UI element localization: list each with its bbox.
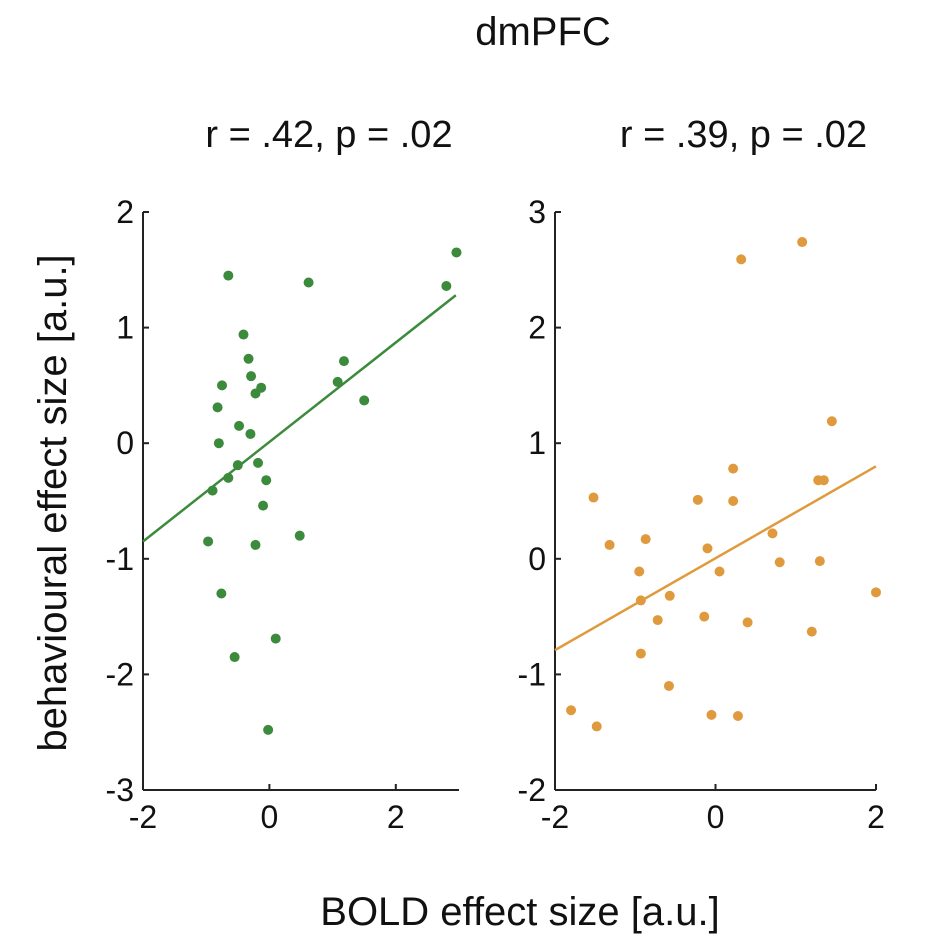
p0-y-tick-label: -2 bbox=[106, 656, 134, 692]
p0-panel-title: r = .42, p = .02 bbox=[205, 114, 452, 156]
p1-data-point bbox=[736, 254, 747, 265]
p1-data-point bbox=[635, 648, 646, 659]
p1-y-tick-label: 1 bbox=[528, 425, 546, 461]
p0-regression-line bbox=[142, 294, 457, 543]
p0-data-point bbox=[338, 356, 349, 367]
p0-x-tick-label: 2 bbox=[387, 799, 405, 835]
p0-data-point bbox=[261, 475, 272, 486]
p1-data-point bbox=[814, 556, 825, 567]
p0-data-point bbox=[238, 329, 249, 340]
p0-data-point bbox=[294, 530, 305, 541]
right-scatter-panel: r = .39, p = .02 -2 -1 0 1 2 3 -2 0 2 bbox=[518, 114, 885, 835]
p1-y-tick-label: -1 bbox=[518, 656, 546, 692]
p0-data-point bbox=[332, 376, 343, 387]
p1-data-point bbox=[604, 539, 615, 550]
p0-data-point bbox=[246, 371, 257, 382]
p0-data-point bbox=[234, 420, 245, 431]
p0-data-point bbox=[232, 460, 243, 471]
p0-x-tick-label: -2 bbox=[129, 799, 157, 835]
p1-x-tick-label: -2 bbox=[541, 799, 569, 835]
p1-data-point bbox=[732, 711, 743, 722]
p0-data-point bbox=[223, 270, 234, 281]
x-axis-label: BOLD effect size [a.u.] bbox=[320, 890, 719, 934]
p0-data-point bbox=[223, 472, 234, 483]
p0-data-point bbox=[213, 438, 224, 449]
p1-panel-title: r = .39, p = .02 bbox=[620, 114, 867, 156]
p1-data-point bbox=[664, 590, 675, 601]
p1-data-point bbox=[767, 528, 778, 539]
p0-data-point bbox=[245, 428, 256, 439]
p1-y-tick-label: 0 bbox=[528, 541, 546, 577]
p1-data-point bbox=[797, 237, 808, 248]
p1-x-tick-label: 2 bbox=[867, 799, 885, 835]
p0-data-point bbox=[229, 652, 240, 663]
p0-data-point bbox=[250, 539, 261, 550]
p1-data-point bbox=[702, 543, 713, 554]
p1-data-point bbox=[588, 492, 599, 503]
p0-data-point bbox=[263, 724, 274, 735]
p1-y-tick-label: 3 bbox=[528, 194, 546, 230]
p1-regression-line bbox=[554, 465, 877, 652]
p1-data-point bbox=[826, 416, 837, 427]
p1-data-point bbox=[871, 587, 881, 598]
p0-y-tick-label: 1 bbox=[116, 310, 134, 346]
p1-data-point bbox=[591, 721, 602, 732]
p0-data-point bbox=[441, 280, 452, 291]
p1-x-tick-label: 0 bbox=[707, 799, 725, 835]
p1-data-point bbox=[818, 475, 829, 486]
p1-data-point bbox=[634, 566, 645, 577]
p0-x-tick-label: 0 bbox=[261, 799, 279, 835]
p1-data-point bbox=[806, 626, 817, 637]
p0-data-point bbox=[270, 633, 281, 644]
p1-data-point bbox=[714, 566, 725, 577]
p1-y-tick-label: -2 bbox=[518, 772, 546, 808]
p1-data-point bbox=[699, 611, 710, 622]
p1-data-point bbox=[640, 534, 651, 545]
p0-data-point bbox=[256, 382, 267, 393]
figure-title: dmPFC bbox=[475, 10, 611, 54]
p1-data-point bbox=[742, 617, 753, 628]
p0-data-point bbox=[216, 588, 227, 599]
p1-y-tick-label: 2 bbox=[528, 310, 546, 346]
p0-data-point bbox=[451, 247, 462, 258]
p0-y-tick-label: 0 bbox=[116, 425, 134, 461]
p1-data-point bbox=[728, 496, 739, 506]
p1-data-point bbox=[663, 680, 674, 691]
p0-y-tick-label: -1 bbox=[106, 541, 134, 577]
p0-data-point bbox=[243, 353, 254, 364]
p0-data-point bbox=[359, 395, 370, 406]
p0-data-point bbox=[207, 485, 218, 496]
p1-data-point bbox=[774, 557, 785, 568]
p1-data-point bbox=[728, 463, 739, 474]
p0-y-tick-label: -3 bbox=[106, 772, 134, 808]
p0-data-point bbox=[258, 500, 269, 511]
p0-data-point bbox=[253, 457, 264, 468]
p0-data-point bbox=[303, 277, 314, 288]
p1-data-point bbox=[706, 709, 717, 720]
p1-data-point bbox=[635, 595, 646, 606]
p0-y-tick-label: 2 bbox=[116, 194, 134, 230]
p1-data-point bbox=[652, 615, 663, 626]
p0-data-point bbox=[203, 536, 214, 547]
p1-data-point bbox=[692, 494, 703, 505]
p0-data-point bbox=[212, 402, 223, 413]
p1-data-point bbox=[566, 705, 577, 716]
p0-data-point bbox=[217, 380, 227, 391]
y-axis-label: behavioural effect size [a.u.] bbox=[31, 254, 75, 751]
